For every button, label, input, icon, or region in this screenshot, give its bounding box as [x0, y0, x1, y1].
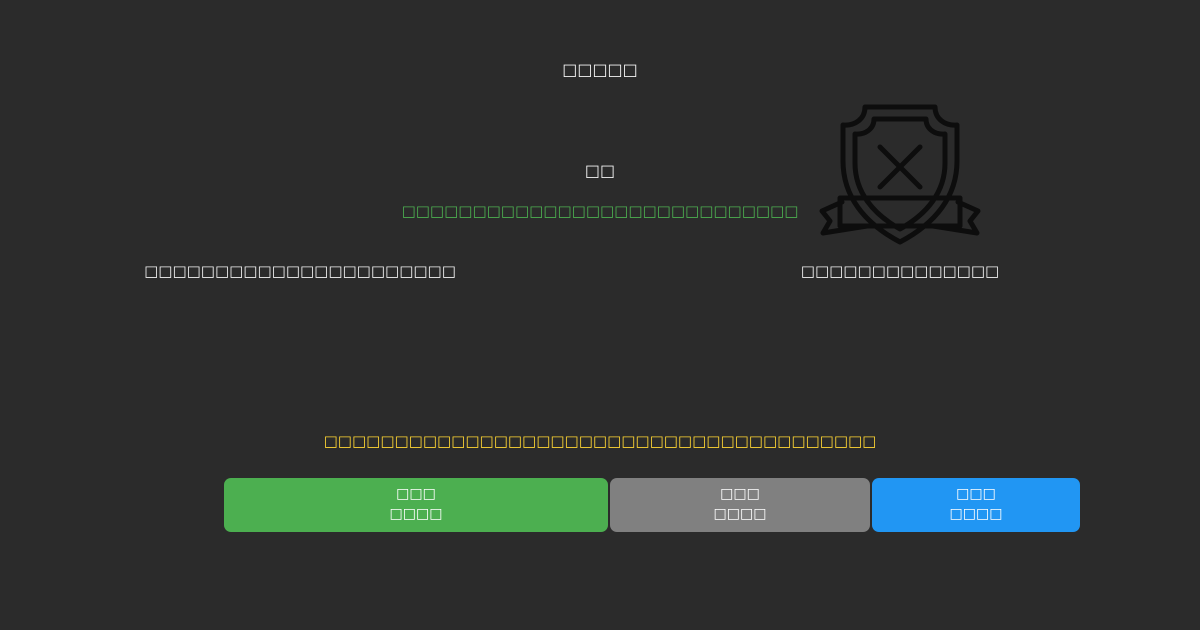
- status-message: □□□□□□□□□□□□□□□□□□□□□□□□□□□□: [401, 202, 799, 220]
- warning-message: □□□□□□□□□□□□□□□□□□□□□□□□□□□□□□□□□□□□□□□: [323, 432, 877, 450]
- badge-caption: □□□□□□□□□□□□□□: [800, 262, 1000, 280]
- neutral-action-button[interactable]: □□□ □□□□: [610, 478, 870, 532]
- section-heading: □□: [584, 161, 616, 180]
- info-action-button[interactable]: □□□ □□□□: [872, 478, 1080, 532]
- primary-action-label-line2: □□□□: [389, 506, 443, 522]
- action-bar: □□□ □□□□ □□□ □□□□ □□□ □□□□: [224, 478, 1080, 532]
- info-action-label-line2: □□□□: [949, 506, 1003, 522]
- left-detail-caption: □□□□□□□□□□□□□□□□□□□□□□: [144, 262, 456, 280]
- neutral-action-label-line1: □□□: [720, 486, 760, 503]
- page-title: □□□□□: [562, 60, 638, 79]
- neutral-action-label-line2: □□□□: [713, 506, 767, 522]
- primary-action-button[interactable]: □□□ □□□□: [224, 478, 608, 532]
- shield-x-ribbon-icon: [812, 95, 988, 250]
- info-action-label-line1: □□□: [956, 486, 996, 503]
- primary-action-label-line1: □□□: [396, 486, 436, 503]
